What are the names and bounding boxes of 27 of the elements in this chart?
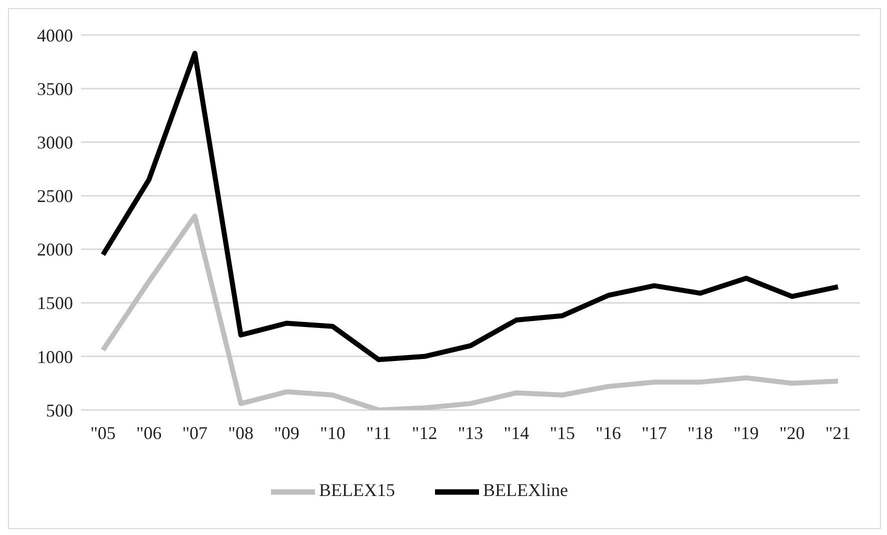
x-tick-label: "15 bbox=[550, 422, 576, 443]
x-tick-label: "05 bbox=[90, 422, 116, 443]
y-tick-label: 2000 bbox=[37, 240, 73, 260]
y-tick-label: 500 bbox=[46, 400, 73, 420]
y-tick-label: 3500 bbox=[37, 78, 73, 99]
x-tick-label: "13 bbox=[458, 422, 484, 443]
x-tick-label: "07 bbox=[182, 422, 208, 443]
x-tick-label: "06 bbox=[136, 422, 162, 443]
legend-label: BELEX15 bbox=[319, 480, 395, 500]
y-tick-label: 2500 bbox=[37, 186, 73, 206]
y-tick-label: 3000 bbox=[37, 132, 73, 153]
x-tick-label: "12 bbox=[412, 422, 438, 443]
x-tick-label: "10 bbox=[320, 422, 346, 443]
x-tick-label: "17 bbox=[642, 422, 667, 443]
y-tick-label: 1500 bbox=[37, 293, 73, 314]
x-tick-label: "16 bbox=[596, 422, 621, 443]
x-tick-label: "11 bbox=[366, 422, 391, 443]
y-tick-label: 4000 bbox=[37, 25, 73, 46]
x-tick-label: "18 bbox=[688, 422, 713, 443]
x-tick-label: "09 bbox=[274, 422, 300, 443]
x-tick-label: "14 bbox=[504, 422, 530, 443]
y-tick-label: 1000 bbox=[37, 346, 73, 367]
x-tick-label: "19 bbox=[733, 422, 759, 443]
legend-label: BELEXline bbox=[483, 480, 568, 500]
x-tick-label: "08 bbox=[228, 422, 254, 443]
x-tick-label: "20 bbox=[779, 422, 805, 443]
x-tick-label: "21 bbox=[825, 422, 851, 443]
